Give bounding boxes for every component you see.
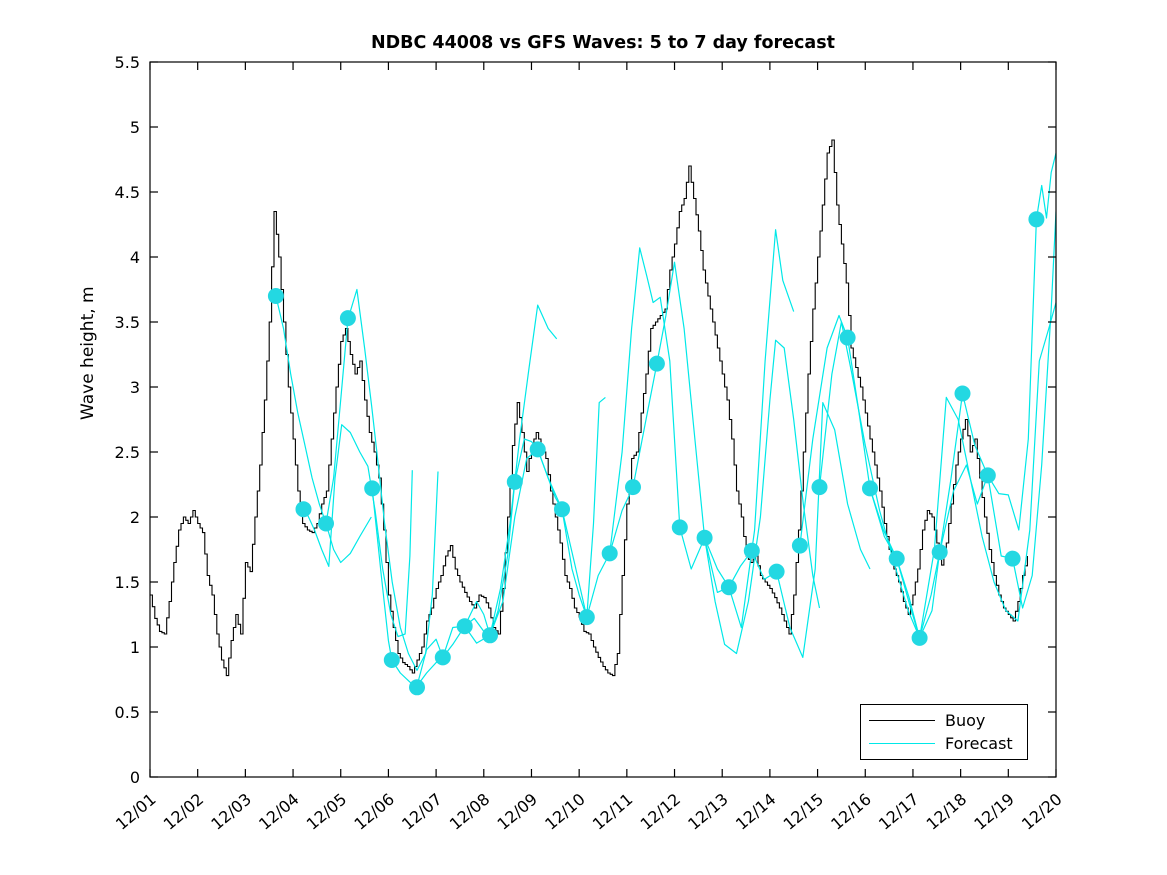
y-tick-label-3: 3 [130, 378, 140, 397]
forecast-marker-18 [671, 519, 688, 536]
forecast-marker-27 [888, 550, 905, 567]
forecast-marker-30 [954, 385, 971, 402]
forecast-marker-21 [743, 542, 760, 559]
forecast-marker-20 [720, 579, 737, 596]
forecast-line-swatch [869, 743, 935, 744]
x-tick-label-12/16: 12/16 [827, 790, 875, 834]
forecast-line-9 [799, 152, 1056, 639]
y-tick-label-2.5: 2.5 [115, 443, 140, 462]
x-tick-label-12/15: 12/15 [780, 790, 828, 834]
x-tick-label-12/02: 12/02 [160, 790, 208, 834]
forecast-marker-2 [295, 501, 312, 518]
y-tick-label-2: 2 [130, 508, 140, 527]
forecast-marker-17 [648, 355, 665, 372]
forecast-marker-15 [601, 545, 618, 562]
forecast-marker-19 [696, 529, 713, 546]
x-tick-label-12/12: 12/12 [637, 790, 685, 834]
legend-label-buoy: Buoy [945, 710, 986, 730]
forecast-line-11 [869, 211, 1056, 639]
x-tick-label-12/19: 12/19 [970, 790, 1018, 834]
forecast-marker-14 [578, 609, 595, 626]
x-tick-label-12/01: 12/01 [112, 790, 160, 834]
forecast-marker-3 [318, 515, 334, 532]
forecast-marker-8 [434, 649, 451, 666]
forecast-marker-1 [267, 288, 284, 304]
forecast-marker-16 [625, 479, 641, 496]
x-tick-label-12/11: 12/11 [589, 790, 637, 834]
plot-box [149, 61, 1057, 778]
forecast-marker-31 [979, 467, 996, 484]
y-tick-label-5: 5 [130, 118, 140, 137]
x-tick-label-12/18: 12/18 [923, 790, 971, 834]
x-tick-label-12/10: 12/10 [541, 790, 589, 834]
y-tick-label-1: 1 [130, 638, 140, 657]
x-tick-label-12/07: 12/07 [398, 790, 446, 834]
legend-row-buoy: Buoy [869, 710, 1019, 730]
x-tick-label-12/13: 12/13 [684, 790, 732, 834]
y-tick-label-4.5: 4.5 [115, 183, 140, 202]
forecast-marker-11 [506, 473, 523, 490]
legend: Buoy Forecast [860, 704, 1028, 760]
forecast-marker-29 [931, 544, 948, 561]
legend-label-forecast: Forecast [945, 733, 1013, 753]
x-tick-label-12/04: 12/04 [255, 790, 303, 834]
buoy-line-swatch [869, 720, 935, 721]
forecast-line-1 [275, 295, 372, 564]
forecast-marker-5 [364, 480, 381, 497]
buoy-line [150, 139, 1028, 677]
forecast-marker-22 [768, 563, 785, 580]
forecast-marker-24 [811, 479, 828, 496]
forecast-line-2 [304, 424, 413, 638]
forecast-marker-7 [409, 679, 425, 696]
chart-title: NDBC 44008 vs GFS Waves: 5 to 7 day fore… [370, 33, 836, 53]
x-tick-label-12/09: 12/09 [494, 790, 542, 834]
forecast-marker-12 [529, 441, 546, 458]
y-tick-label-5.5: 5.5 [115, 53, 140, 72]
forecast-marker-25 [839, 329, 856, 346]
forecast-marker-33 [1028, 211, 1045, 228]
x-tick-label-12/17: 12/17 [875, 790, 923, 834]
forecast-marker-32 [1004, 550, 1021, 567]
forecast-line-5 [416, 304, 558, 687]
x-tick-label-12/14: 12/14 [732, 790, 780, 834]
forecast-marker-4 [339, 310, 356, 327]
x-tick-label-12/03: 12/03 [207, 790, 255, 834]
forecast-marker-9 [456, 618, 473, 635]
y-tick-label-0: 0 [130, 768, 140, 787]
y-tick-label-0.5: 0.5 [115, 703, 140, 722]
forecast-marker-6 [383, 652, 400, 668]
y-tick-label-3.5: 3.5 [115, 313, 140, 332]
x-tick-label-12/06: 12/06 [350, 790, 398, 834]
x-tick-label-12/05: 12/05 [303, 790, 351, 834]
forecast-line-10 [818, 302, 1056, 639]
forecast-marker-10 [482, 627, 498, 644]
forecast-marker-28 [911, 629, 928, 646]
forecast-line-7 [609, 229, 795, 629]
forecast-marker-23 [791, 537, 808, 554]
x-tick-label-12/20: 12/20 [1018, 790, 1066, 834]
forecast-marker-26 [862, 480, 878, 497]
forecast-marker-13 [554, 501, 570, 518]
forecast-line-8 [704, 402, 871, 659]
forecast-line-4 [371, 396, 606, 687]
x-tick-label-12/08: 12/08 [446, 790, 494, 834]
y-tick-label-4: 4 [130, 248, 140, 267]
y-tick-label-1.5: 1.5 [115, 573, 140, 592]
forecast-line-3 [325, 288, 439, 672]
legend-row-forecast: Forecast [869, 733, 1019, 753]
